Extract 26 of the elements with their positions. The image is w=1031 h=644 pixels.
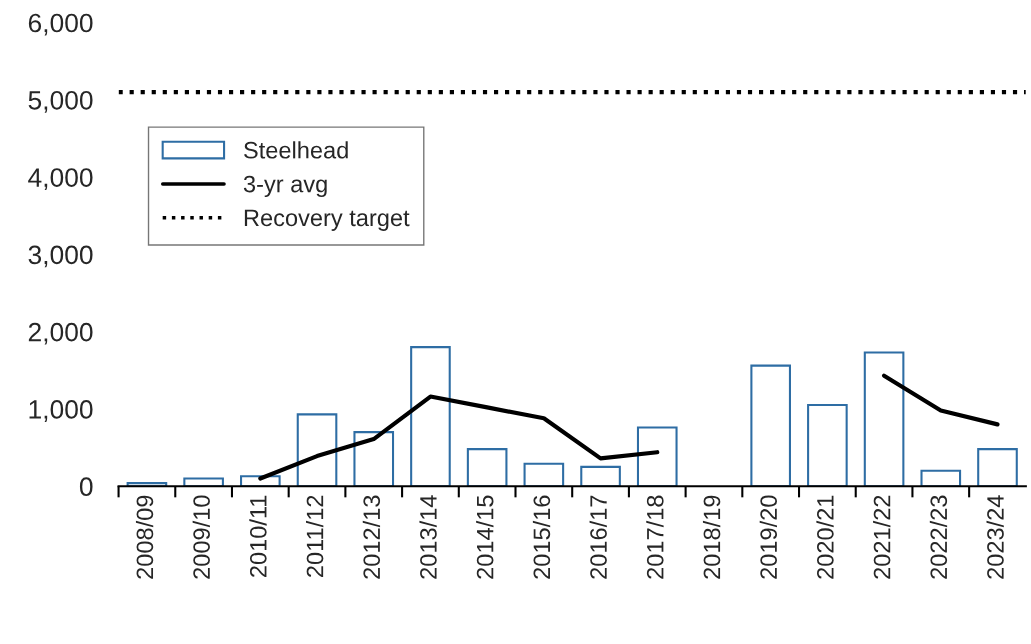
x-tick-label: 2012/13: [362, 495, 381, 579]
x-tick-label: 2011/12: [306, 495, 324, 577]
x-tick-label: 2019/20: [759, 495, 778, 579]
y-tick-label: 5,000: [28, 90, 93, 113]
y-tick-label: 6,000: [28, 13, 93, 36]
y-tick-label: 2,000: [28, 322, 93, 345]
x-tick-label: 2009/10: [192, 495, 210, 579]
x-tick-label: 2022/23: [929, 495, 948, 579]
x-tick-label: 2017/18: [646, 495, 664, 579]
x-tick-label: 2014/15: [476, 495, 494, 579]
x-tick-label: 2008/09: [135, 495, 154, 579]
x-tick-label: 2018/19: [702, 495, 721, 579]
y-tick-label: 1,000: [29, 400, 93, 422]
x-tick-label: 2013/14: [419, 495, 437, 579]
x-tick-label: 2020/21: [816, 495, 834, 579]
x-tick-label: 2021/22: [873, 495, 891, 579]
x-tick-label: 2015/16: [532, 495, 551, 579]
x-tick-label: 2023/24: [986, 495, 1004, 579]
legend-label: Recovery target: [244, 209, 410, 231]
y-tick-label: 3,000: [28, 245, 93, 268]
legend-label: Steelhead: [244, 141, 348, 159]
x-tick-label: 2010/11: [249, 495, 267, 577]
x-tick-label: 2016/17: [589, 495, 607, 579]
legend-label: 3-yr avg: [243, 175, 327, 198]
y-tick-label: 4,000: [28, 168, 93, 191]
y-tick-label: 0: [79, 477, 93, 497]
